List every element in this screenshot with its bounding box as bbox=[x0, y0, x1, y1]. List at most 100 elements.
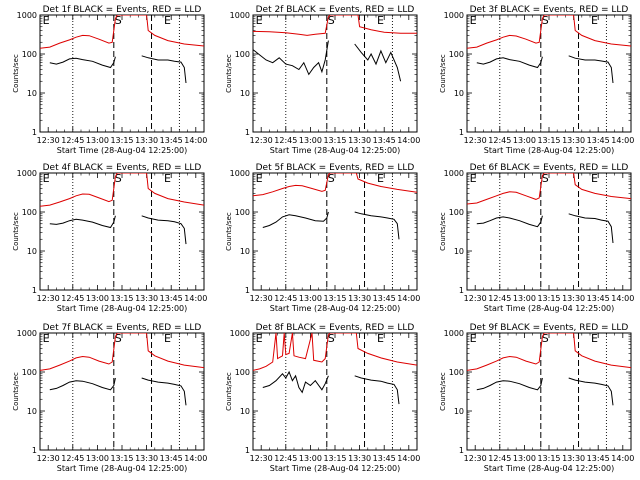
x-tick-label: 13:45 bbox=[373, 136, 396, 145]
y-tick-label: 1 bbox=[459, 446, 464, 455]
panel-title: Det 8f BLACK = Events, RED = LLD bbox=[256, 323, 415, 333]
y-axis-label: Counts/sec bbox=[225, 54, 233, 93]
events-series-line bbox=[476, 215, 543, 228]
events-series-line bbox=[49, 215, 116, 229]
panel-title: Det 3f BLACK = Events, RED = LLD bbox=[470, 5, 629, 15]
y-tick-label: 100 bbox=[235, 208, 250, 217]
events-series-line bbox=[354, 43, 402, 82]
panel-det-8: Det 8f BLACK = Events, RED = LLD 1 10 100 10… bbox=[225, 323, 420, 473]
events-series-line bbox=[568, 377, 614, 406]
y-axis-label: Counts/sec bbox=[12, 212, 20, 251]
event-marker-label: S bbox=[115, 172, 122, 185]
event-marker-label: S bbox=[328, 14, 335, 27]
y-tick-label: 10 bbox=[27, 89, 37, 98]
y-tick-label: 1 bbox=[32, 446, 37, 455]
x-axis-label: Start Time (28-Aug-04 12:25:00) bbox=[484, 146, 615, 155]
y-tick-label: 100 bbox=[22, 368, 37, 377]
x-tick-label: 13:15 bbox=[110, 454, 133, 463]
panel-title: Det 5f BLACK = Events, RED = LLD bbox=[256, 163, 415, 173]
x-tick-label: 14:00 bbox=[611, 294, 634, 303]
event-marker-label: E bbox=[377, 172, 384, 185]
y-tick-label: 1000 bbox=[230, 329, 250, 338]
x-tick-label: 12:30 bbox=[250, 454, 273, 463]
lld-series-line bbox=[467, 333, 631, 371]
lld-series-line bbox=[253, 15, 417, 36]
events-series-line bbox=[262, 211, 329, 228]
y-tick-label: 100 bbox=[235, 50, 250, 59]
x-tick-label: 13:30 bbox=[135, 136, 158, 145]
x-tick-label: 13:00 bbox=[513, 294, 536, 303]
y-tick-label: 10 bbox=[454, 247, 464, 256]
x-axis-label: Start Time (28-Aug-04 12:25:00) bbox=[57, 304, 188, 313]
lld-series-line bbox=[40, 173, 204, 207]
x-axis-label: Start Time (28-Aug-04 12:25:00) bbox=[270, 464, 401, 473]
y-tick-label: 100 bbox=[449, 368, 464, 377]
x-tick-label: 13:00 bbox=[86, 454, 109, 463]
x-tick-label: 12:45 bbox=[274, 136, 297, 145]
lld-series-line bbox=[253, 173, 417, 197]
x-tick-label: 13:45 bbox=[373, 294, 396, 303]
y-tick-label: 100 bbox=[22, 50, 37, 59]
events-series-line bbox=[568, 213, 614, 244]
y-axis-label: Counts/sec bbox=[225, 212, 233, 251]
y-axis-label: Counts/sec bbox=[12, 54, 20, 93]
x-tick-label: 13:45 bbox=[160, 294, 183, 303]
panel-det-6: Det 6f BLACK = Events, RED = LLD 1 10 100 10… bbox=[439, 163, 634, 313]
x-tick-label: 13:30 bbox=[348, 454, 371, 463]
y-tick-label: 100 bbox=[449, 50, 464, 59]
x-tick-label: 13:00 bbox=[299, 294, 322, 303]
panel-title: Det 4f BLACK = Events, RED = LLD bbox=[43, 163, 202, 173]
event-marker-label: E bbox=[470, 332, 477, 345]
x-tick-label: 12:30 bbox=[37, 454, 60, 463]
event-marker-label: E bbox=[591, 14, 598, 27]
x-tick-label: 13:45 bbox=[587, 294, 610, 303]
event-marker-label: S bbox=[115, 14, 122, 27]
panel-title: Det 9f BLACK = Events, RED = LLD bbox=[470, 323, 629, 333]
x-tick-label: 13:00 bbox=[299, 454, 322, 463]
x-tick-label: 13:45 bbox=[587, 136, 610, 145]
x-tick-label: 13:00 bbox=[299, 136, 322, 145]
x-tick-label: 13:15 bbox=[537, 454, 560, 463]
x-tick-label: 12:45 bbox=[274, 454, 297, 463]
panel-title: Det 2f BLACK = Events, RED = LLD bbox=[256, 5, 415, 15]
events-series-line bbox=[354, 375, 400, 405]
event-marker-label: E bbox=[256, 14, 263, 27]
panel-det-4: Det 4f BLACK = Events, RED = LLD 1 10 100 10… bbox=[12, 163, 207, 313]
y-axis-label: Counts/sec bbox=[225, 372, 233, 411]
x-tick-label: 12:30 bbox=[464, 294, 487, 303]
panel-det-7: Det 7f BLACK = Events, RED = LLD 1 10 100 10… bbox=[12, 323, 207, 473]
y-tick-label: 100 bbox=[449, 208, 464, 217]
panel-det-9: Det 9f BLACK = Events, RED = LLD 1 10 100 10… bbox=[439, 323, 634, 473]
events-series-line bbox=[262, 370, 329, 394]
y-axis-label: Counts/sec bbox=[439, 54, 447, 93]
x-tick-label: 13:00 bbox=[86, 136, 109, 145]
event-marker-label: S bbox=[115, 332, 122, 345]
event-marker-label: E bbox=[43, 14, 50, 27]
event-marker-label: E bbox=[591, 332, 598, 345]
y-tick-label: 1000 bbox=[444, 329, 464, 338]
event-marker-label: E bbox=[470, 172, 477, 185]
x-axis-label: Start Time (28-Aug-04 12:25:00) bbox=[57, 464, 188, 473]
x-tick-label: 12:30 bbox=[464, 454, 487, 463]
event-marker-label: E bbox=[591, 172, 598, 185]
lld-series-line bbox=[467, 15, 631, 49]
x-tick-label: 13:30 bbox=[135, 294, 158, 303]
x-tick-label: 14:00 bbox=[611, 136, 634, 145]
x-axis-label: Start Time (28-Aug-04 12:25:00) bbox=[484, 304, 615, 313]
y-tick-label: 10 bbox=[454, 89, 464, 98]
y-tick-label: 1000 bbox=[444, 11, 464, 20]
event-marker-label: E bbox=[256, 332, 263, 345]
x-axis-label: Start Time (28-Aug-04 12:25:00) bbox=[270, 304, 401, 313]
x-axis-label: Start Time (28-Aug-04 12:25:00) bbox=[484, 464, 615, 473]
event-marker-label: E bbox=[43, 172, 50, 185]
event-marker-label: S bbox=[542, 14, 549, 27]
event-marker-label: E bbox=[377, 332, 384, 345]
lld-series-line bbox=[40, 333, 204, 371]
y-tick-label: 1000 bbox=[230, 169, 250, 178]
x-tick-label: 13:00 bbox=[513, 136, 536, 145]
event-marker-label: E bbox=[164, 172, 171, 185]
x-tick-label: 13:00 bbox=[513, 454, 536, 463]
y-tick-label: 1 bbox=[32, 286, 37, 295]
panel-title: Det 1f BLACK = Events, RED = LLD bbox=[43, 5, 202, 15]
x-tick-label: 12:45 bbox=[488, 294, 511, 303]
